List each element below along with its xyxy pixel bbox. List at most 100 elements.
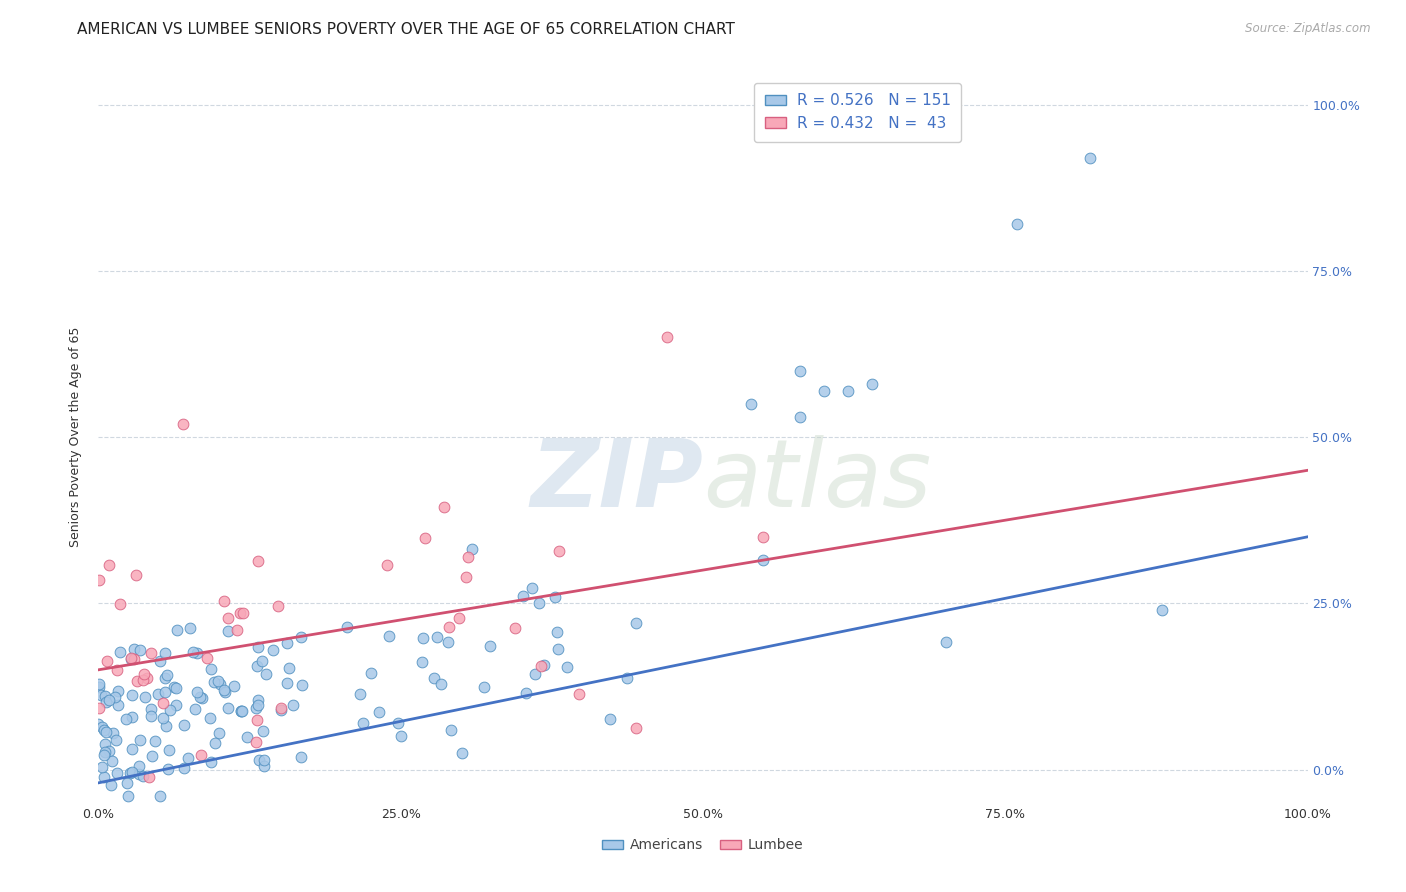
Point: [934, 634, 956, 648]
Point: [245, 735, 267, 749]
Point: [247, 640, 270, 655]
Point: [624, 616, 647, 631]
Point: [87, 716, 110, 731]
Point: [129, 643, 152, 657]
Point: [132, 673, 155, 688]
Legend: Americans, Lumbee: Americans, Lumbee: [598, 833, 808, 858]
Point: [125, 568, 148, 582]
Point: [105, 766, 128, 780]
Point: [121, 742, 143, 756]
Point: [450, 746, 472, 760]
Point: [155, 719, 177, 733]
Point: [278, 661, 301, 675]
Point: [208, 726, 231, 740]
Point: [226, 624, 249, 638]
Point: [270, 703, 292, 717]
Point: [218, 700, 240, 714]
Point: [740, 397, 762, 411]
Point: [186, 646, 208, 660]
Point: [247, 554, 270, 568]
Point: [290, 630, 312, 644]
Point: [217, 624, 239, 639]
Point: [1078, 151, 1101, 165]
Point: [156, 667, 179, 681]
Point: [186, 684, 208, 698]
Point: [437, 620, 460, 634]
Point: [837, 384, 859, 398]
Point: [599, 712, 621, 726]
Point: [457, 550, 479, 565]
Point: [136, 671, 159, 685]
Point: [214, 685, 236, 699]
Point: [544, 590, 567, 604]
Point: [93, 745, 115, 759]
Point: [512, 589, 534, 603]
Point: [153, 671, 176, 685]
Point: [555, 660, 578, 674]
Point: [121, 764, 143, 779]
Point: [146, 687, 169, 701]
Point: [262, 643, 284, 657]
Point: [231, 704, 253, 718]
Point: [110, 597, 132, 611]
Point: [245, 701, 267, 715]
Point: [533, 657, 555, 672]
Point: [94, 737, 117, 751]
Point: [440, 723, 463, 737]
Point: [247, 753, 270, 767]
Point: [128, 767, 150, 781]
Point: [107, 683, 129, 698]
Point: [179, 621, 201, 635]
Point: [157, 743, 180, 757]
Point: [172, 417, 194, 431]
Point: [105, 733, 128, 747]
Point: [97, 744, 120, 758]
Point: [456, 570, 478, 584]
Point: [115, 712, 138, 726]
Point: [139, 702, 162, 716]
Point: [232, 607, 254, 621]
Point: [128, 732, 150, 747]
Point: [246, 714, 269, 728]
Point: [229, 704, 252, 718]
Point: [430, 677, 453, 691]
Point: [546, 624, 568, 639]
Point: [229, 606, 252, 620]
Point: [127, 674, 149, 689]
Point: [352, 716, 374, 731]
Point: [159, 702, 181, 716]
Point: [270, 701, 292, 715]
Point: [378, 629, 401, 643]
Point: [157, 762, 180, 776]
Point: [108, 644, 131, 658]
Point: [90, 688, 112, 702]
Point: [520, 581, 543, 595]
Point: [478, 639, 501, 653]
Point: [131, 769, 153, 783]
Point: [253, 759, 276, 773]
Point: [96, 654, 118, 668]
Point: [789, 410, 811, 425]
Point: [527, 595, 550, 609]
Point: [122, 642, 145, 657]
Point: [94, 695, 117, 709]
Point: [120, 765, 142, 780]
Point: [655, 330, 678, 344]
Point: [87, 676, 110, 690]
Point: [283, 698, 305, 712]
Point: [104, 690, 127, 704]
Point: [276, 636, 298, 650]
Point: [134, 690, 156, 704]
Point: [616, 671, 638, 685]
Point: [93, 748, 115, 763]
Text: Source: ZipAtlas.com: Source: ZipAtlas.com: [1246, 22, 1371, 36]
Point: [191, 690, 214, 705]
Point: [128, 758, 150, 772]
Point: [173, 718, 195, 732]
Point: [120, 652, 142, 666]
Point: [412, 632, 434, 646]
Point: [1152, 603, 1174, 617]
Point: [568, 688, 591, 702]
Point: [143, 734, 166, 748]
Point: [252, 723, 274, 738]
